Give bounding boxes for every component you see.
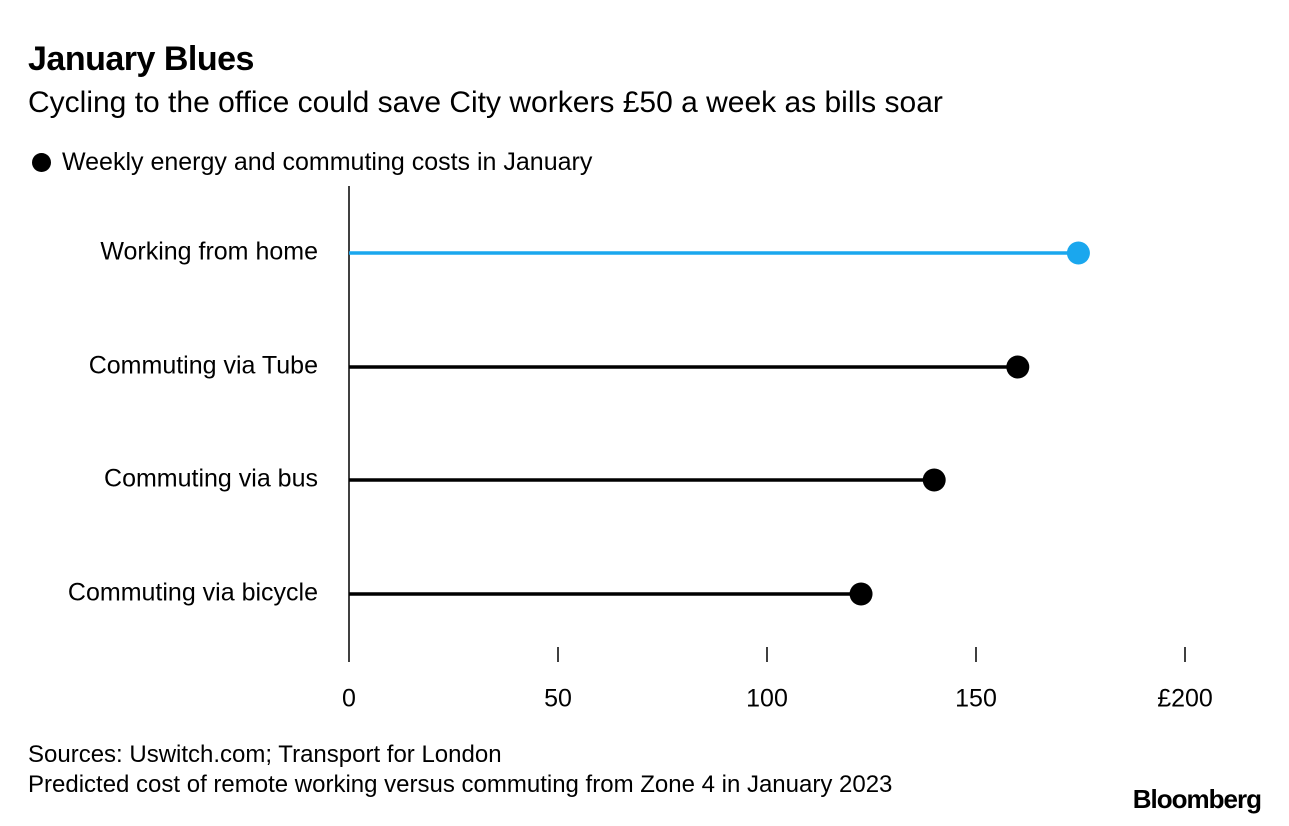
note-text: Predicted cost of remote working versus … [28,771,893,798]
x-tick-label-3: 150 [955,685,997,713]
x-tick-label-0: 0 [342,685,356,713]
bloomberg-logo: Bloomberg [1132,784,1262,814]
legend: Weekly energy and commuting costs in Jan… [28,148,592,177]
x-tick-label-2: 100 [746,685,788,713]
dot-3 [849,582,873,606]
x-tick-label-4: £200 [1157,685,1213,713]
category-label-1: Commuting via Tube [89,352,318,380]
source-text: Sources: Uswitch.com; Transport for Lond… [28,741,502,768]
legend-dot-icon [32,153,51,172]
chart-subtitle: Cycling to the office could save City wo… [28,86,943,119]
dot-0 [1066,241,1090,265]
legend-label: Weekly energy and commuting costs in Jan… [62,148,593,176]
category-label-3: Commuting via bicycle [68,579,318,607]
dot-2 [922,468,946,492]
chart-title: January Blues [28,40,254,78]
category-label-0: Working from home [100,238,318,266]
dot-1 [1006,355,1030,379]
category-label-2: Commuting via bus [104,465,318,493]
x-tick-label-1: 50 [544,685,572,713]
